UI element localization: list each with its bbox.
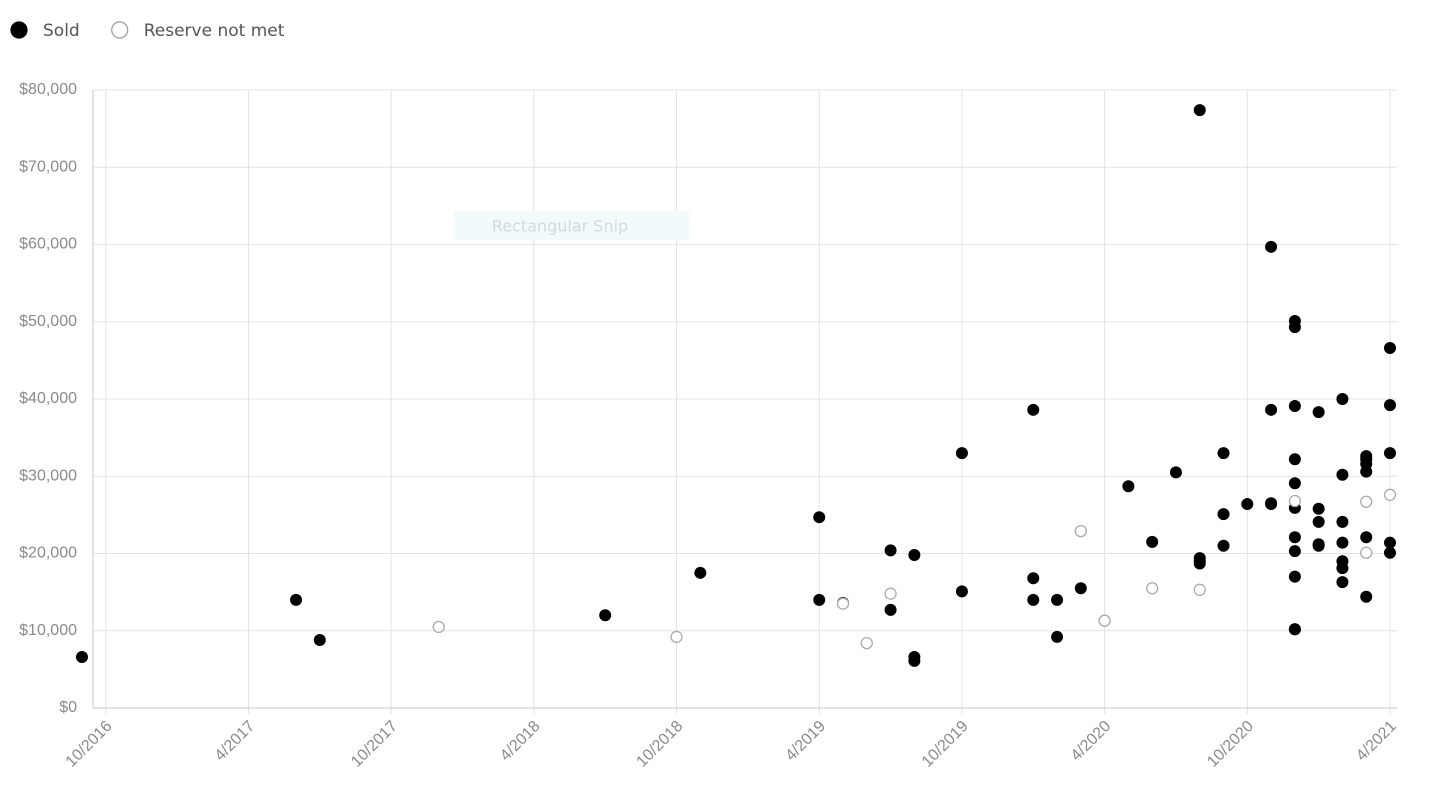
point bbox=[908, 651, 921, 664]
point bbox=[1265, 403, 1278, 416]
point bbox=[1384, 399, 1396, 412]
y-tick-label: $60,000 bbox=[19, 236, 77, 253]
point bbox=[76, 651, 88, 664]
point bbox=[1384, 546, 1396, 559]
legend-label: Sold bbox=[43, 21, 80, 41]
point bbox=[313, 634, 326, 647]
snip-overlay bbox=[454, 211, 689, 240]
point bbox=[1360, 546, 1373, 559]
point bbox=[1027, 403, 1040, 416]
x-tick-label: 10/2016 bbox=[63, 718, 116, 771]
legend-marker bbox=[111, 21, 129, 39]
y-tick-label: $50,000 bbox=[19, 313, 77, 330]
point bbox=[1312, 539, 1325, 552]
point bbox=[290, 593, 303, 606]
y-tick-label: $0 bbox=[59, 699, 77, 716]
point bbox=[1360, 590, 1373, 603]
point bbox=[1193, 583, 1206, 596]
point bbox=[1360, 457, 1373, 470]
point bbox=[860, 636, 873, 650]
y-tick-label: $80,000 bbox=[19, 81, 77, 98]
point bbox=[908, 549, 921, 562]
y-tick-label: $70,000 bbox=[19, 158, 77, 175]
y-tick-label: $30,000 bbox=[19, 467, 77, 484]
point bbox=[1360, 495, 1373, 508]
point bbox=[955, 447, 968, 460]
point bbox=[1169, 466, 1182, 479]
point bbox=[1027, 593, 1040, 606]
x-tick-label: 10/2019 bbox=[919, 718, 972, 771]
point bbox=[670, 630, 683, 644]
y-tick-label: $20,000 bbox=[19, 545, 77, 562]
x-tick-label: 4/2020 bbox=[1068, 718, 1115, 765]
point bbox=[1288, 477, 1301, 490]
point bbox=[1312, 515, 1325, 528]
point bbox=[1288, 399, 1301, 412]
point bbox=[1217, 508, 1230, 521]
x-tick-label: 10/2020 bbox=[1204, 718, 1257, 771]
point bbox=[955, 585, 968, 598]
point bbox=[884, 603, 897, 616]
point bbox=[1383, 488, 1397, 501]
x-tick-label: 4/2019 bbox=[782, 718, 829, 765]
point bbox=[599, 609, 612, 622]
point bbox=[1384, 536, 1396, 549]
point bbox=[884, 544, 897, 557]
point bbox=[1336, 536, 1349, 549]
point bbox=[1051, 593, 1064, 606]
point bbox=[1312, 406, 1325, 419]
point bbox=[1384, 447, 1396, 460]
point bbox=[1098, 614, 1111, 627]
point bbox=[694, 566, 707, 579]
snip-label: Rectangular Snip bbox=[492, 217, 628, 236]
y-tick-label: $10,000 bbox=[19, 622, 77, 639]
point bbox=[1122, 480, 1135, 493]
y-tick-label: $40,000 bbox=[19, 390, 77, 407]
point bbox=[1336, 515, 1349, 528]
point bbox=[1336, 562, 1349, 575]
point bbox=[1336, 576, 1349, 589]
point bbox=[1241, 498, 1254, 511]
point bbox=[836, 597, 850, 610]
point bbox=[1265, 498, 1278, 511]
point bbox=[1193, 104, 1206, 117]
point bbox=[1074, 524, 1087, 538]
point bbox=[1288, 545, 1301, 558]
point bbox=[1193, 552, 1206, 565]
point bbox=[1312, 502, 1325, 515]
point bbox=[1288, 570, 1301, 583]
point bbox=[1336, 468, 1349, 481]
plot: $0 $10,000 $20,000 $30,000 $40,000 $50,000 $60… bbox=[10, 21, 1400, 771]
point bbox=[1146, 535, 1159, 548]
x-tick-label: 4/2021 bbox=[1353, 718, 1400, 765]
legend-marker bbox=[10, 21, 28, 39]
point bbox=[1051, 630, 1064, 643]
point bbox=[1265, 240, 1278, 253]
x-tick-label: 4/2018 bbox=[497, 718, 544, 765]
point bbox=[1146, 582, 1159, 595]
point bbox=[1360, 531, 1373, 544]
point bbox=[813, 511, 826, 524]
point bbox=[1288, 623, 1301, 636]
x-tick-label: 10/2018 bbox=[633, 718, 686, 771]
point bbox=[1384, 342, 1396, 355]
point bbox=[1288, 494, 1302, 508]
x-tick-label: 4/2017 bbox=[212, 718, 259, 765]
point bbox=[1217, 447, 1230, 460]
point bbox=[1027, 572, 1040, 585]
point bbox=[813, 593, 826, 606]
point bbox=[1336, 393, 1349, 405]
point bbox=[884, 587, 897, 600]
x-tick-label: 10/2017 bbox=[348, 718, 401, 771]
point bbox=[1288, 453, 1301, 466]
point bbox=[432, 620, 445, 634]
point bbox=[1288, 531, 1301, 544]
point bbox=[1288, 314, 1301, 327]
point bbox=[1074, 582, 1087, 595]
legend-label: Reserve not met bbox=[144, 21, 285, 41]
point bbox=[1217, 539, 1230, 552]
